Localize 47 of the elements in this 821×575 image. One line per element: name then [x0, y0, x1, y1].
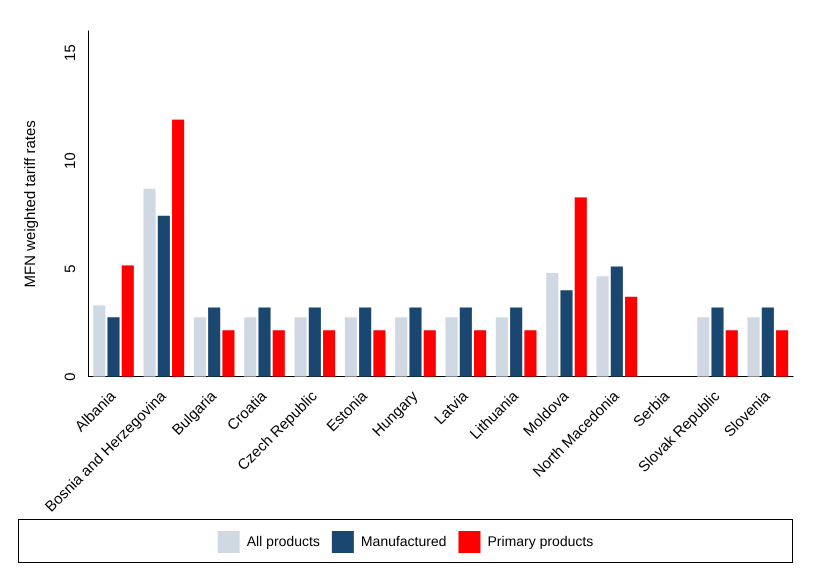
bar [510, 308, 522, 377]
bar [596, 276, 609, 377]
bar [323, 330, 336, 377]
bar [395, 317, 408, 377]
bar [424, 330, 436, 377]
bar [194, 317, 206, 377]
bar [93, 305, 106, 377]
legend-label: Manufactured [360, 532, 446, 549]
bar [158, 216, 170, 377]
bar [359, 308, 372, 377]
y-tick-label: 5 [62, 264, 79, 273]
bar [258, 308, 271, 377]
bar [344, 317, 357, 377]
bar [144, 188, 156, 377]
bar [208, 308, 220, 377]
bar [107, 317, 120, 377]
y-tick-label: 15 [62, 44, 79, 61]
bar [610, 266, 623, 377]
bar [222, 330, 234, 377]
bar [244, 317, 256, 377]
bar [373, 330, 386, 377]
y-tick-label: 10 [62, 152, 79, 169]
bar [272, 330, 285, 377]
bar [308, 308, 321, 377]
y-tick-label: 0 [62, 372, 79, 381]
bar [409, 308, 422, 377]
bar [711, 308, 724, 377]
bar [625, 296, 638, 377]
bar [172, 120, 184, 377]
bar [748, 317, 760, 377]
bar [546, 272, 558, 377]
bar [446, 317, 458, 377]
bar [574, 197, 587, 377]
bar [524, 330, 536, 377]
bar [122, 265, 134, 377]
bar [460, 308, 472, 377]
y-axis-title: MFN weighted tariff rates [22, 120, 40, 288]
bar [496, 317, 508, 377]
bar [294, 317, 307, 377]
bar [474, 330, 486, 377]
legend-label: All products [246, 532, 320, 549]
legend-label: Primary products [487, 532, 594, 549]
bar [560, 290, 573, 377]
bar [776, 330, 788, 377]
bar [762, 308, 774, 377]
bar [726, 330, 738, 377]
bar [697, 317, 710, 377]
